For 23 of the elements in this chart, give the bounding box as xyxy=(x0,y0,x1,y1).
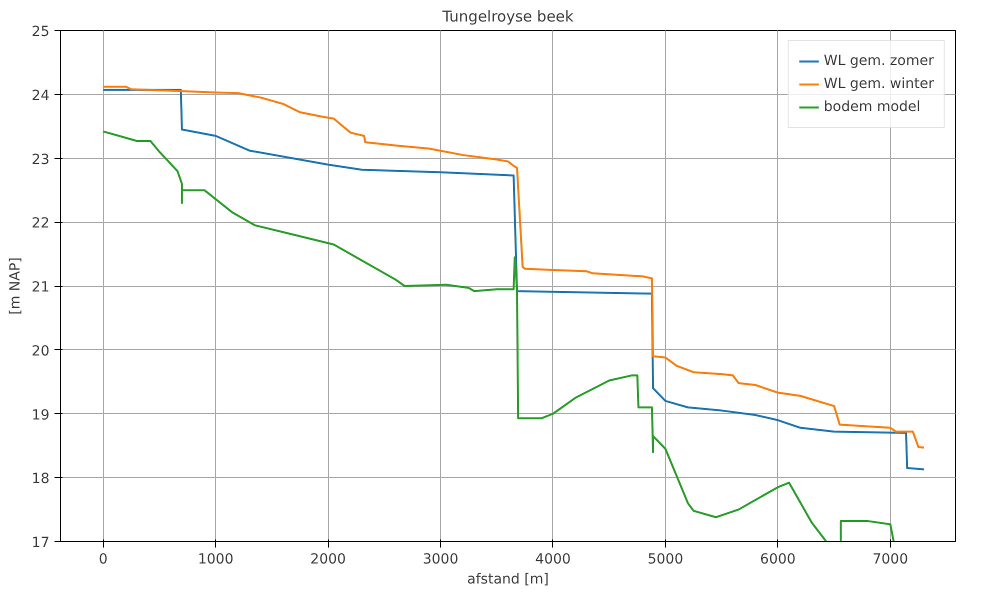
x-tick-label: 0 xyxy=(98,552,108,568)
legend-label: bodem model xyxy=(824,99,920,115)
x-tick-label: 7000 xyxy=(872,552,908,568)
x-tick-label: 5000 xyxy=(648,552,684,568)
x-tick-label: 6000 xyxy=(760,552,796,568)
y-tick-label: 19 xyxy=(32,407,50,424)
y-tick-label: 20 xyxy=(32,343,50,360)
y-tick-label: 22 xyxy=(32,216,50,232)
y-tick-label: 25 xyxy=(32,24,50,40)
x-tick-label: 3000 xyxy=(422,552,458,568)
legend-label: WL gem. zomer xyxy=(824,53,934,69)
y-tick-label: 21 xyxy=(32,280,50,296)
x-tick-label: 1000 xyxy=(198,552,234,568)
x-axis-title: afstand [m] xyxy=(467,572,549,588)
y-tick-label: 23 xyxy=(32,152,50,168)
chart-title: Tungelroyse beek xyxy=(441,8,574,26)
legend-label: WL gem. winter xyxy=(824,76,934,92)
x-tick-label: 4000 xyxy=(535,552,571,568)
y-axis-title: [m NAP] xyxy=(8,257,24,315)
x-tick-label: 2000 xyxy=(310,552,346,568)
y-tick-label: 18 xyxy=(32,471,50,488)
y-tick-label: 17 xyxy=(32,535,50,551)
y-tick-label: 24 xyxy=(32,88,50,104)
